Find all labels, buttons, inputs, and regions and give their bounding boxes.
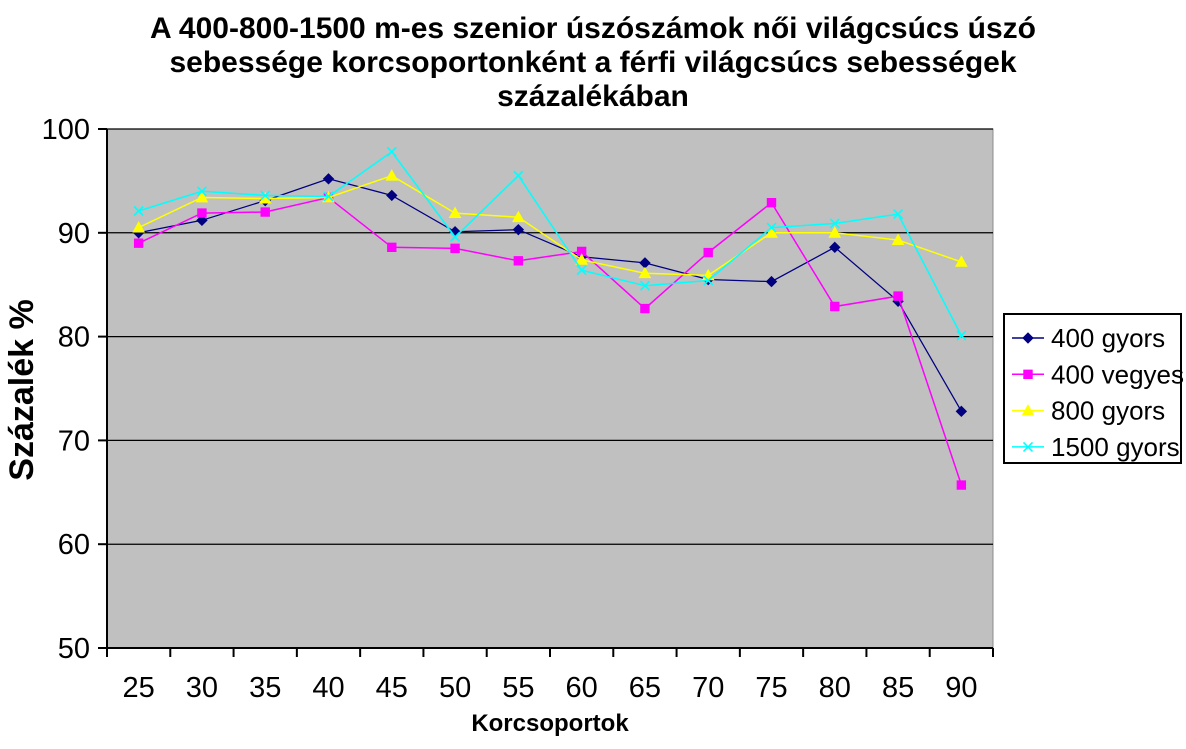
x-tick-label: 45 — [376, 672, 408, 704]
legend-marker-800-gyors — [1021, 404, 1035, 416]
series-line-1500-gyors — [138, 150, 963, 336]
marker-400-vegyes — [197, 208, 207, 218]
marker-800-gyors — [955, 255, 968, 267]
legend-marker-400-vegyes — [1023, 369, 1033, 379]
marker-400-gyors — [765, 275, 778, 288]
marker-1500-gyors — [386, 146, 397, 157]
marker-1500-gyors — [450, 231, 461, 243]
marker-400-vegyes — [703, 247, 713, 258]
marker-400-vegyes — [513, 256, 524, 266]
marker-800-gyors — [512, 210, 525, 223]
series-line-400-gyors — [138, 178, 962, 412]
marker-1500-gyors — [639, 280, 650, 291]
marker-400-gyors — [386, 189, 398, 202]
marker-800-gyors — [765, 226, 778, 238]
legend-label-1500-gyors: 1500 gyors — [1051, 432, 1180, 462]
marker-1500-gyors — [133, 205, 144, 217]
x-tick-label: 60 — [566, 672, 598, 704]
marker-400-vegyes — [640, 303, 650, 314]
x-tick-label: 85 — [882, 672, 914, 704]
legend — [1003, 313, 1182, 464]
x-tick-label: 80 — [819, 672, 851, 704]
y-tick-label: 100 — [42, 114, 90, 146]
marker-1500-gyors — [513, 170, 524, 181]
marker-400-gyors — [512, 223, 525, 236]
marker-400-vegyes — [133, 238, 144, 248]
x-tick-label: 50 — [439, 672, 471, 704]
legend-label-400-gyors: 400 gyors — [1051, 323, 1165, 353]
marker-800-gyors — [385, 169, 399, 181]
y-tick-label: 80 — [58, 322, 90, 354]
series-line-400-vegyes — [138, 196, 963, 486]
marker-400-vegyes — [450, 243, 460, 254]
chart-title: A 400-800-1500 m-es szenior úszószámok n… — [0, 12, 1186, 114]
marker-400-gyors — [322, 173, 335, 185]
marker-800-gyors — [828, 226, 842, 238]
marker-800-gyors — [575, 253, 588, 265]
marker-1500-gyors — [893, 209, 904, 220]
marker-1500-gyors — [196, 186, 207, 197]
marker-1500-gyors — [766, 222, 777, 233]
marker-400-gyors — [955, 405, 968, 418]
marker-400-vegyes — [387, 242, 397, 253]
x-tick-label: 90 — [945, 672, 977, 704]
marker-400-vegyes — [260, 207, 270, 217]
marker-400-vegyes — [893, 291, 903, 301]
x-axis-title: Korcsoportok — [471, 710, 629, 737]
x-tick-label: 25 — [123, 672, 155, 704]
marker-1500-gyors — [323, 191, 334, 202]
marker-1500-gyors — [829, 218, 840, 229]
marker-800-gyors — [638, 266, 652, 279]
marker-400-vegyes — [956, 480, 967, 490]
chart-title-line-3: százalékában — [497, 80, 689, 113]
marker-400-vegyes — [830, 301, 840, 312]
marker-400-gyors — [196, 214, 208, 227]
y-tick-label: 60 — [58, 529, 90, 561]
marker-1500-gyors — [576, 265, 587, 276]
x-tick-label: 70 — [692, 672, 724, 704]
y-axis-title: Százalék % — [3, 299, 41, 481]
marker-800-gyors — [132, 221, 145, 233]
marker-400-vegyes — [766, 197, 777, 208]
x-tick-label: 75 — [755, 672, 787, 704]
y-tick-label: 70 — [58, 425, 90, 457]
y-tick-label: 90 — [58, 218, 90, 250]
marker-800-gyors — [448, 206, 462, 218]
marker-1500-gyors — [956, 330, 967, 341]
marker-400-gyors — [829, 241, 841, 254]
legend-marker-400-gyors — [1022, 332, 1034, 344]
x-tick-label: 65 — [629, 672, 661, 704]
x-tick-label: 30 — [186, 672, 218, 704]
legend-marker-1500-gyors — [1022, 441, 1034, 452]
chart-title-line-2: sebessége korcsoportonként a férfi világ… — [169, 46, 1017, 79]
plot-background — [106, 128, 994, 649]
x-tick-label: 55 — [502, 672, 534, 704]
marker-800-gyors — [195, 190, 209, 203]
x-tick-label: 35 — [249, 672, 281, 704]
marker-1500-gyors — [703, 275, 714, 286]
marker-1500-gyors — [260, 190, 271, 201]
chart-title-line-1: A 400-800-1500 m-es szenior úszószámok n… — [150, 12, 1036, 45]
y-tick-label: 50 — [58, 633, 90, 665]
marker-400-vegyes — [576, 246, 587, 257]
marker-800-gyors — [891, 233, 905, 245]
x-tick-label: 40 — [312, 672, 344, 704]
legend-label-400-vegyes: 400 vegyes — [1051, 359, 1184, 389]
series-line-800-gyors — [138, 174, 962, 277]
legend-label-800-gyors: 800 gyors — [1051, 396, 1165, 426]
